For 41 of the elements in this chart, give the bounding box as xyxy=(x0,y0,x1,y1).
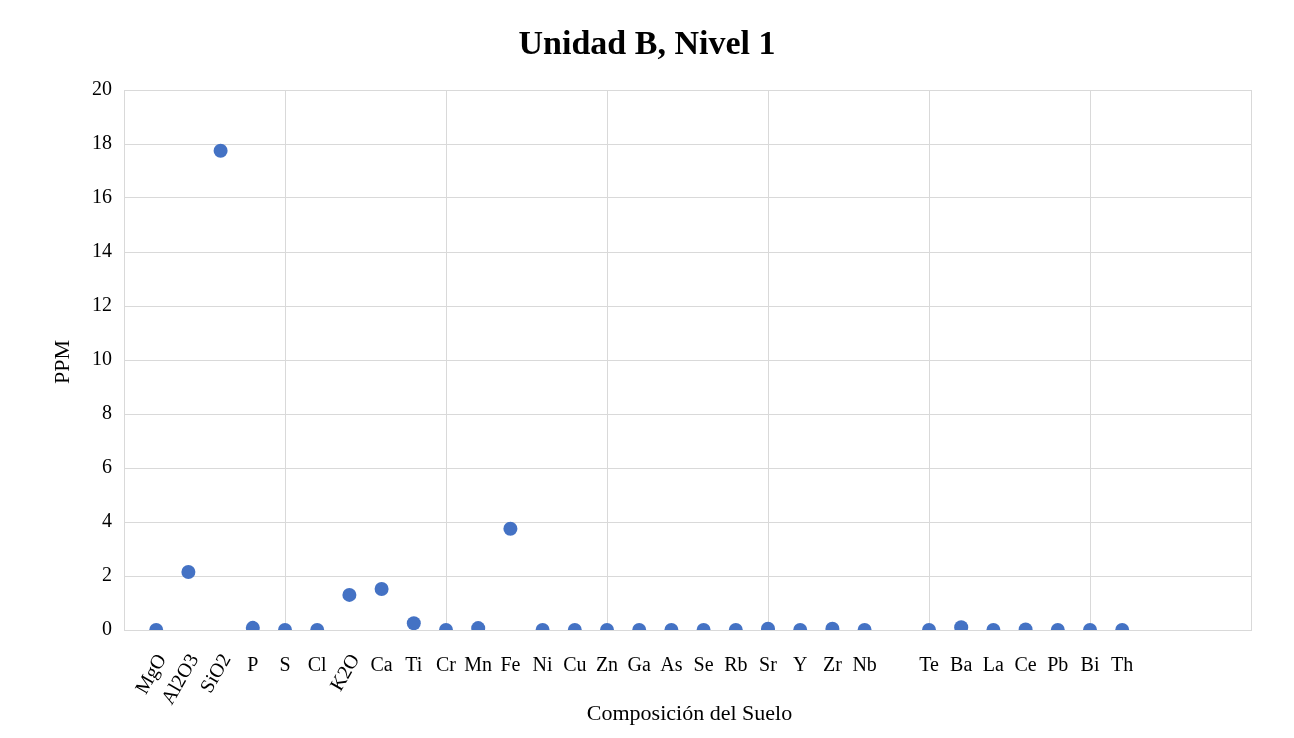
x-tick-label: Cr xyxy=(436,653,457,676)
x-tick-label: Fe xyxy=(500,653,521,676)
y-tick-label: 0 xyxy=(102,617,112,640)
y-tick-label: 12 xyxy=(92,293,112,316)
x-tick-label: Cu xyxy=(563,653,587,676)
x-tick-label: Pb xyxy=(1047,653,1069,676)
chart-title: Unidad B, Nivel 1 xyxy=(517,24,777,62)
y-tick-label: 8 xyxy=(102,401,112,424)
x-tick-label: Sr xyxy=(759,653,778,676)
x-tick-label: Ca xyxy=(370,653,393,676)
y-tick-label: 18 xyxy=(92,131,112,154)
x-tick-label: Te xyxy=(919,653,939,676)
x-tick-label: La xyxy=(982,653,1005,676)
x-axis-title: Composición del Suelo xyxy=(586,700,793,725)
point xyxy=(213,143,228,158)
x-tick-label: Ba xyxy=(950,653,973,676)
x-tick-label: Zn xyxy=(595,653,619,676)
x-tick-label: Cl xyxy=(307,653,328,676)
y-tick-label: 14 xyxy=(92,239,112,262)
x-tick-label: Ni xyxy=(532,653,554,676)
y-axis-title: PPM xyxy=(49,339,75,385)
x-tick-label: S xyxy=(279,653,291,676)
x-tick-label: Ti xyxy=(405,653,423,676)
x-tick-label: Mn xyxy=(464,653,493,676)
y-tick-label: 16 xyxy=(92,185,112,208)
x-tick-label: As xyxy=(660,653,683,676)
x-tick-label: Nb xyxy=(852,653,877,676)
y-tick-label: 10 xyxy=(92,347,112,370)
y-tick-label: 2 xyxy=(102,563,112,586)
x-tick-label: Bi xyxy=(1080,653,1100,676)
x-tick-label: Rb xyxy=(724,653,748,676)
x-tick-label: Y xyxy=(792,653,808,676)
y-tick-label: 4 xyxy=(102,509,112,532)
x-tick-label: Zr xyxy=(822,653,843,676)
x-tick-label: P xyxy=(247,653,259,676)
y-tick-label: 20 xyxy=(92,77,112,100)
y-tick-label: 6 xyxy=(102,455,112,478)
x-tick-label: Th xyxy=(1111,653,1134,676)
x-tick-label: Ga xyxy=(627,653,651,676)
x-tick-label: Se xyxy=(693,653,714,676)
x-tick-label: Ce xyxy=(1014,653,1037,676)
